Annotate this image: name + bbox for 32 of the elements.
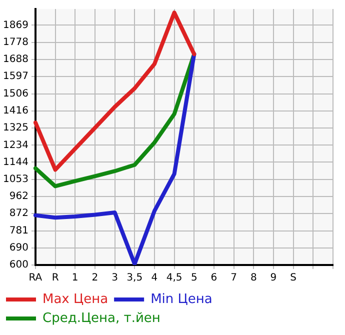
x-tick-label: 4	[151, 272, 158, 284]
y-tick-label: 1506	[2, 88, 28, 100]
y-tick-label: 1325	[2, 122, 28, 134]
y-tick-label: 1053	[2, 174, 28, 186]
x-tick-label: 4,5	[166, 272, 182, 284]
y-tick-label: 1144	[2, 156, 28, 168]
x-tick-label: 6	[210, 272, 218, 284]
y-tick-label: 1597	[2, 71, 28, 82]
x-tick-label: 3	[112, 272, 118, 284]
y-tick-label: 872	[9, 208, 28, 220]
x-tick-label: 1	[72, 272, 78, 284]
x-tick-label: R	[52, 272, 59, 284]
legend-label: Min Цена	[150, 292, 212, 307]
x-tick-label: 3,5	[126, 272, 143, 284]
x-tick-label: 5	[190, 272, 198, 284]
y-tick-label: 1234	[2, 140, 28, 151]
x-tick-label: 8	[250, 272, 257, 284]
x-tick-label: 2	[92, 272, 98, 284]
y-tick-label: 1416	[2, 105, 28, 116]
x-tick-label: RA	[28, 272, 42, 284]
y-tick-label: 1778	[2, 37, 28, 48]
x-tick-label: S	[290, 272, 297, 284]
x-tick-label: 7	[230, 272, 238, 284]
y-tick-label: 600	[9, 260, 28, 271]
y-tick-label: 690	[9, 242, 28, 254]
x-tick-label: 9	[270, 272, 277, 284]
y-tick-label: 1688	[2, 54, 28, 66]
legend-label: Max Цена	[42, 292, 108, 307]
y-tick-label: 1869	[2, 20, 28, 31]
y-tick-label: 781	[9, 225, 28, 236]
legend-label: Сред.Цена, т.йен	[42, 310, 160, 326]
y-tick-label: 962	[9, 191, 28, 202]
